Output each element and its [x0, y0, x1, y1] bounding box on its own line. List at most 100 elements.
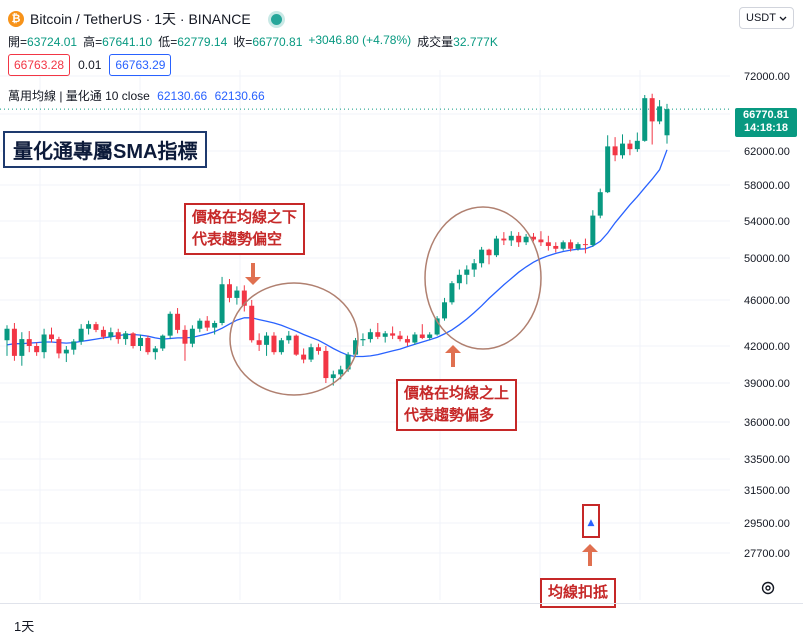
- deduction-marker-icon: ▲: [588, 518, 595, 528]
- y-tick-label: 58000.00: [744, 180, 790, 192]
- candle-body: [330, 374, 336, 379]
- candle-body: [26, 339, 32, 346]
- currency-selector[interactable]: USDT: [739, 7, 794, 29]
- candle-body: [78, 328, 84, 342]
- y-tick-label: 42000.00: [744, 341, 790, 353]
- indicator-legend[interactable]: 萬用均線 | 量化通 10 close 62130.66 62130.66: [8, 87, 265, 104]
- candle: [657, 100, 663, 125]
- ohlc-close: 收=66770.81: [233, 35, 303, 49]
- candle-body: [167, 313, 173, 336]
- candle: [212, 320, 218, 335]
- candle-body: [204, 320, 210, 328]
- bearish-highlight-ellipse: [229, 282, 359, 396]
- symbol-title[interactable]: Bitcoin / TetherUS · 1天 · BINANCE: [30, 11, 251, 27]
- sell-button[interactable]: 66763.28: [8, 54, 71, 76]
- candle-body: [538, 239, 544, 243]
- annotation-title: 量化通專屬SMA指標: [3, 131, 208, 168]
- currency-label: USDT: [746, 12, 776, 24]
- arrow-up-icon: [582, 544, 598, 566]
- candle-body: [11, 328, 17, 356]
- time-axis-divider: [0, 603, 803, 604]
- candle-body: [664, 109, 670, 136]
- candle: [256, 333, 262, 351]
- trade-panel: 66763.28 0.01 66763.29: [8, 54, 172, 76]
- candle: [286, 331, 292, 344]
- candle: [160, 334, 166, 351]
- candle: [226, 279, 232, 303]
- arrow-head: [245, 277, 261, 285]
- candle: [315, 343, 321, 355]
- candle: [412, 332, 418, 345]
- candle-body: [48, 334, 54, 340]
- candle: [553, 242, 559, 253]
- candles: [4, 93, 670, 386]
- candle-body: [508, 235, 514, 241]
- candle-body: [442, 302, 448, 319]
- candle: [560, 240, 566, 251]
- arrow-down-icon: [245, 263, 261, 285]
- candle-body: [63, 349, 69, 354]
- candle-body: [56, 339, 62, 354]
- candle: [249, 300, 255, 343]
- candle-body: [427, 334, 433, 338]
- candle-body: [634, 140, 640, 150]
- y-tick-label: 31500.00: [744, 485, 790, 497]
- candle-body: [234, 290, 240, 298]
- candle-body: [308, 347, 314, 360]
- bullish-highlight-ellipse: [424, 206, 542, 350]
- candle-body: [612, 146, 618, 156]
- arrow-up-icon: [445, 345, 461, 367]
- volume-readout: 成交量32.777K: [417, 35, 498, 49]
- candle-body: [130, 333, 136, 346]
- candle-body: [219, 284, 225, 323]
- candle: [56, 336, 62, 359]
- candle: [449, 281, 455, 305]
- candle-body: [323, 350, 329, 379]
- arrow-head: [445, 345, 461, 353]
- candle-body: [605, 146, 611, 193]
- candle: [642, 95, 648, 142]
- candle-body: [338, 369, 344, 375]
- candle: [605, 135, 611, 194]
- candle: [582, 238, 588, 254]
- candle-body: [278, 340, 284, 353]
- candle-body: [523, 236, 529, 243]
- candle: [86, 320, 92, 335]
- candle-body: [256, 340, 262, 345]
- candle: [271, 332, 277, 355]
- spread-value: 0.01: [78, 58, 102, 72]
- candle-body: [100, 329, 106, 337]
- annotation-bearish: 價格在均線之下 代表趨勢偏空: [184, 203, 306, 255]
- y-tick-label: 27700.00: [744, 548, 790, 560]
- y-tick-label: 36000.00: [744, 417, 790, 429]
- bearish-line-2: 代表趨勢偏空: [192, 231, 283, 248]
- candle-body: [449, 283, 455, 303]
- candle-body: [212, 323, 218, 328]
- price-axis: 72000.0066000.0062000.0058000.0054000.00…: [744, 71, 790, 560]
- candle: [493, 235, 499, 258]
- buy-button[interactable]: 66763.29: [109, 54, 172, 76]
- ohlc-high: 高=67641.10: [83, 35, 153, 49]
- candle-body: [315, 347, 321, 351]
- market-status-icon: [270, 13, 282, 25]
- ohlc-legend: 開=63724.01 高=67641.10 低=62779.14 收=66770…: [8, 33, 498, 50]
- candle-body: [582, 244, 588, 246]
- candle-body: [597, 192, 603, 216]
- y-tick-label: 50000.00: [744, 253, 790, 265]
- candle-body: [160, 335, 166, 349]
- candle: [41, 328, 47, 359]
- y-tick-label: 72000.00: [744, 71, 790, 83]
- candle-body: [152, 348, 158, 353]
- interval-button[interactable]: 1天: [14, 619, 35, 634]
- candle: [264, 332, 270, 356]
- candle: [360, 333, 366, 346]
- gear-icon[interactable]: [759, 580, 777, 598]
- candle-body: [397, 335, 403, 340]
- candle: [464, 265, 470, 285]
- y-tick-label: 39000.00: [744, 378, 790, 390]
- candle-body: [590, 215, 596, 246]
- candle: [63, 346, 69, 363]
- annotation-bullish: 價格在均線之上 代表趨勢偏多: [396, 379, 518, 431]
- candle: [308, 343, 314, 363]
